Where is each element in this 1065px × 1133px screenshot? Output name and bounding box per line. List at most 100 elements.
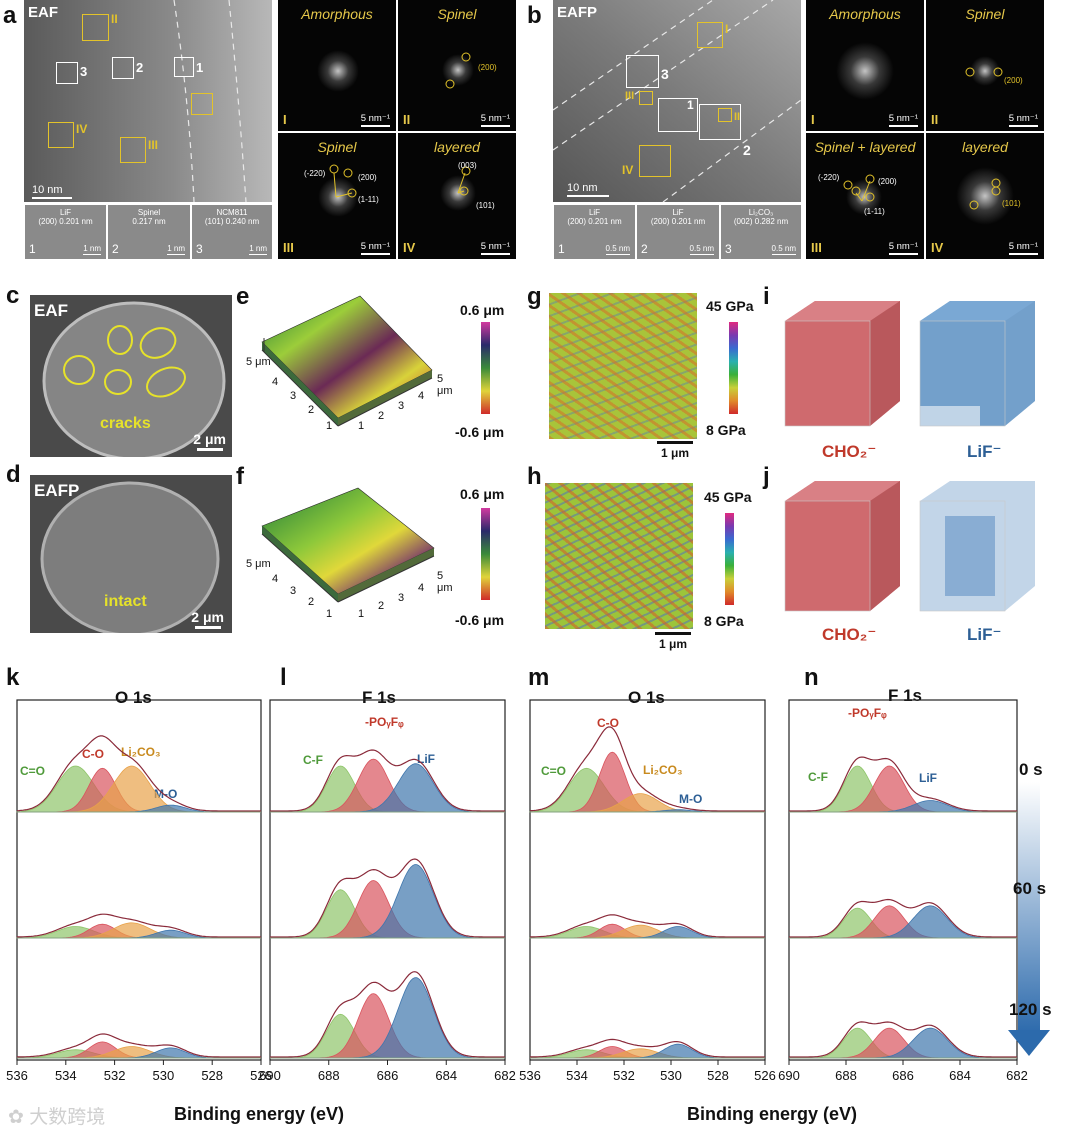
xps-tick-label: 690 [778, 1068, 800, 1083]
region-label: 3 [661, 66, 669, 82]
peak-label: LiF [417, 752, 435, 766]
peak-label: -POᵧFᵩ [365, 715, 404, 729]
time-label-120s: 120 s [1009, 1000, 1052, 1019]
xps-tick-label: 684 [949, 1068, 971, 1083]
peak-label: Li₂CO₃ [121, 745, 161, 759]
region-box [174, 57, 194, 77]
xps-peak-blue [17, 929, 261, 939]
xps-peak-blue [270, 977, 505, 1059]
panel-label-g: g [527, 283, 542, 310]
afm-axis-tick: 3 [398, 592, 405, 604]
region-label: III [625, 90, 635, 102]
panel-label-k: k [6, 664, 20, 691]
fft-scalebar: 5 nm⁻¹ [480, 113, 510, 127]
colorbar-max: 45 GPa [706, 298, 754, 314]
fft-roman: IV [931, 240, 944, 255]
afm-axis-tick: 1 [358, 420, 365, 432]
xps-tick-label: 536 [519, 1068, 541, 1083]
xps-tick-label: 688 [835, 1068, 857, 1083]
panel-label-i: i [763, 283, 770, 310]
xps-peak-green [16, 926, 261, 939]
fft-title: layered [434, 139, 480, 155]
fft-b-I: Amorphous I 5 nm⁻¹ [806, 0, 924, 131]
sem-sample-label: EAFP [34, 481, 80, 500]
scalebar-text: 1 μm [660, 446, 690, 460]
fft-title: Spinel [437, 6, 477, 22]
xps-peak-blue [17, 1047, 261, 1059]
xps-peak-red [270, 993, 505, 1059]
xps-title: O 1s [115, 688, 152, 707]
xps-tick-label: 688 [317, 1068, 340, 1083]
height-colorbar [481, 508, 490, 600]
xps-tick-label: 526 [754, 1068, 776, 1083]
xps-peak-blue [789, 905, 1017, 939]
panel-label-h: h [527, 463, 542, 490]
scalebar-text: 10 nm [32, 184, 63, 196]
tem-scalebar: 10 nm [32, 184, 72, 199]
fft-a-III: Spinel (-220) (200) (1-11) III 5 nm⁻¹ [278, 133, 396, 259]
fft-spot-label: (200) [1004, 76, 1023, 85]
afm-axis-tick: 2 [308, 596, 315, 608]
hrtem-a2: Spinel 0.217 nm 2 1 nm [108, 205, 190, 259]
hrtem-scalebar: 0.5 nm [605, 244, 630, 255]
peak-label: M-O [154, 787, 178, 801]
scalebar-text: 2 μm [193, 431, 226, 447]
hrtem-number: 1 [558, 242, 565, 256]
fft-scalebar: 5 nm⁻¹ [1008, 113, 1038, 127]
sem-image-eaf: EAF cracks 2 μm [30, 295, 232, 457]
afm-3d-eafp: 5 μm 4 3 2 1 5 μm 4 3 2 1 [240, 470, 453, 625]
peak-label: C=O [541, 764, 567, 778]
tem-sample-label: EAF [28, 4, 58, 21]
x-axis-label-right: Binding energy (eV) [687, 1104, 858, 1124]
panel-label-d: d [6, 461, 21, 488]
colorbar-max: 45 GPa [704, 489, 752, 505]
region-box [191, 93, 213, 115]
fft-halo [317, 50, 359, 92]
region-box [639, 145, 671, 177]
time-label-0s: 0 s [1019, 760, 1043, 779]
xps-peak-red [789, 905, 1017, 939]
fft-scalebar: 5 nm⁻¹ [360, 113, 390, 127]
time-arrow-head [1008, 1030, 1050, 1056]
region-box [718, 108, 732, 122]
fft-roman: II [931, 112, 939, 127]
tof-cube-cho2-eaf [780, 296, 905, 431]
colorbar-min: -0.6 μm [455, 612, 505, 628]
fft-spot-label: (200) [478, 63, 497, 72]
species-label-cho2: CHO₂⁻ [822, 625, 877, 644]
fft-spot-label: (1-11) [358, 195, 379, 204]
hrtem-b2: LiF (200) 0.201 nm 2 0.5 nm [637, 205, 719, 259]
panel-label-a: a [3, 2, 17, 29]
hrtem-number: 1 [29, 242, 36, 256]
panel-label-e: e [236, 283, 250, 310]
modulus-map-eaf [549, 293, 697, 439]
fft-b-III: Spinel + layered (-220) (200) (1-11) III… [806, 133, 924, 259]
hrtem-scalebar: 0.5 nm [689, 244, 714, 255]
xps-peak-orange [530, 924, 765, 939]
xps-peak-orange [17, 765, 261, 813]
panel-label-n: n [804, 664, 819, 691]
tof-cube-lif-eafp [915, 476, 1040, 616]
xps-envelope [270, 971, 505, 1058]
watermark-logo-icon: ✿ [8, 1107, 24, 1128]
xps-tick-label: 534 [566, 1068, 588, 1083]
hrtem-b1: LiF (200) 0.201 nm 1 0.5 nm [554, 205, 635, 259]
tof-cube-lif-eaf [915, 296, 1040, 431]
xps-frame [529, 699, 766, 1061]
hrtem-b3: Li₂CO₃ (002) 0.282 nm 3 0.5 nm [721, 205, 801, 259]
hrtem-number: 2 [112, 242, 119, 256]
xps-peak-green [16, 1049, 261, 1059]
hrtem-caption: LiF (200) 0.201 nm [38, 208, 93, 226]
xps-tick-label: 530 [152, 1068, 175, 1083]
afm-axis-tick: 3 [398, 400, 405, 412]
fft-title: Amorphous [829, 6, 901, 22]
region-box [699, 104, 741, 140]
panel-label-m: m [528, 664, 550, 691]
xps-peak-blue [789, 1027, 1017, 1059]
peak-label: C=O [20, 764, 46, 778]
watermark-text: 大数跨境 [29, 1107, 106, 1128]
tof-cube-cho2-eafp [780, 476, 905, 616]
colorbar-max: 0.6 μm [460, 486, 505, 502]
hrtem-number: 3 [196, 242, 203, 256]
fft-spot-label: (101) [476, 201, 495, 210]
